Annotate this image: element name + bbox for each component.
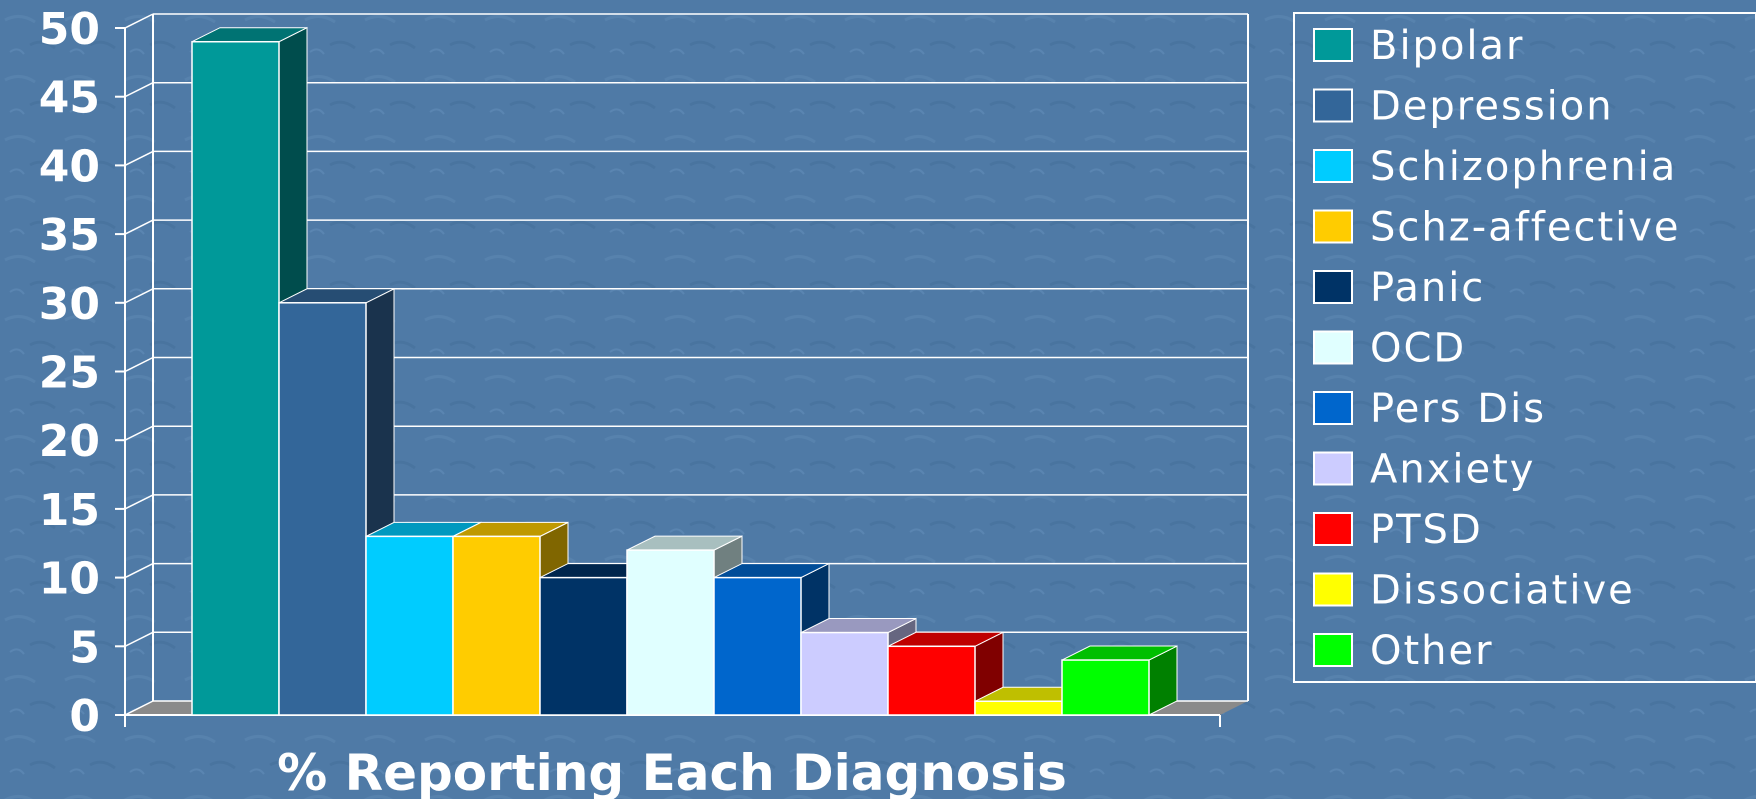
x-axis-label: % Reporting Each Diagnosis	[277, 744, 1067, 799]
legend-swatch	[1313, 330, 1353, 365]
legend-label: Depression	[1370, 84, 1614, 130]
gridline-depth	[124, 356, 154, 373]
y-tick-label: 35	[39, 210, 100, 261]
bar-other	[1061, 645, 1178, 716]
bar-front	[713, 576, 802, 716]
legend-item: Depression	[1313, 84, 1614, 130]
gridline-depth	[124, 562, 154, 579]
legend-label: Other	[1370, 628, 1494, 674]
legend-label: Anxiety	[1370, 447, 1535, 493]
legend-item: Bipolar	[1313, 23, 1525, 69]
bar-front	[887, 645, 976, 716]
legend-swatch	[1313, 270, 1353, 304]
y-tick-label: 30	[39, 279, 100, 330]
legend-frame	[1293, 12, 1756, 683]
legend-item: Other	[1313, 628, 1494, 674]
y-tick-label: 5	[69, 622, 100, 673]
legend-swatch	[1313, 209, 1353, 244]
bar-front	[365, 535, 454, 716]
legend-item: Schz-affective	[1313, 205, 1681, 251]
y-tick-label: 50	[39, 4, 100, 55]
bars	[191, 26, 1178, 716]
y-tick-label: 10	[39, 554, 100, 605]
legend-swatch	[1313, 572, 1353, 607]
gridline-depth	[124, 425, 154, 441]
legend-item: OCD	[1313, 326, 1466, 372]
bar-ptsd	[887, 631, 1004, 716]
legend-label: Pers Dis	[1370, 386, 1546, 432]
y-tick-label: 25	[39, 348, 100, 399]
bar-front	[452, 535, 541, 716]
gridline-depth	[124, 13, 154, 29]
bar-front	[278, 302, 367, 716]
legend-label: PTSD	[1370, 507, 1483, 553]
legend-item: PTSD	[1313, 507, 1483, 553]
legend-swatch	[1313, 391, 1353, 425]
gridline-depth	[124, 82, 154, 98]
gridline-depth	[124, 150, 154, 167]
legend-swatch	[1313, 451, 1353, 486]
y-tick-label: 0	[69, 691, 100, 742]
legend-label: Bipolar	[1370, 23, 1525, 69]
legend-label: Dissociative	[1370, 568, 1635, 614]
y-tick-label: 40	[39, 141, 100, 192]
legend: Bipolar Depression Schizophrenia Schz-affec…	[1293, 12, 1756, 683]
legend-swatch	[1313, 633, 1353, 667]
gridline-depth	[124, 219, 154, 235]
gridline-depth	[124, 494, 154, 510]
legend-label: Panic	[1370, 265, 1485, 311]
legend-swatch	[1313, 512, 1353, 546]
bar-front	[1061, 659, 1150, 716]
legend-swatch	[1313, 28, 1353, 62]
legend-item: Schizophrenia	[1313, 144, 1677, 190]
legend-label: Schizophrenia	[1370, 144, 1677, 190]
legend-item: Anxiety	[1313, 447, 1535, 493]
bar-front	[191, 40, 280, 716]
legend-swatch	[1313, 88, 1353, 123]
y-tick-label: 20	[39, 416, 100, 467]
y-axis-ticks: 0 5 10 15 20 25 30 35 40 45 50	[39, 4, 125, 742]
legend-swatch	[1313, 149, 1353, 183]
bar-front	[539, 576, 628, 716]
gridline-depth	[124, 631, 154, 647]
y-tick-label: 15	[39, 485, 100, 536]
legend-label: Schz-affective	[1370, 205, 1681, 251]
legend-item: Pers Dis	[1313, 386, 1546, 432]
gridline-depth	[124, 288, 154, 304]
legend-item: Panic	[1313, 265, 1485, 311]
legend-label: OCD	[1370, 326, 1466, 372]
legend-item: Dissociative	[1313, 568, 1635, 614]
y-tick-label: 45	[39, 73, 100, 124]
bar-front	[974, 700, 1063, 716]
gridline-depth	[124, 700, 154, 716]
bar-front	[800, 631, 889, 716]
bar-front	[626, 549, 715, 716]
